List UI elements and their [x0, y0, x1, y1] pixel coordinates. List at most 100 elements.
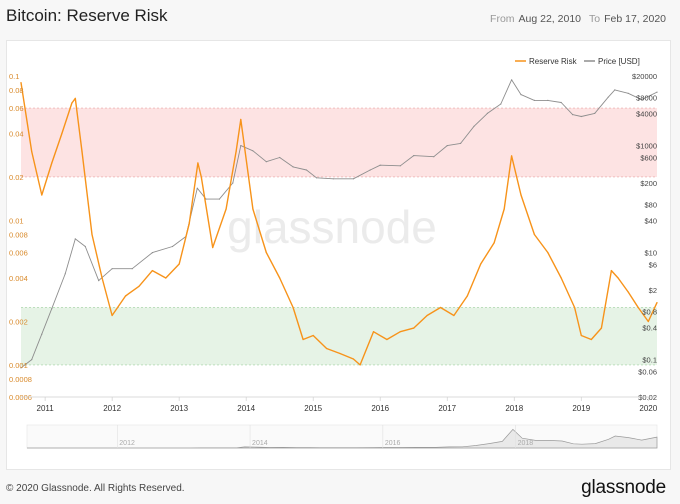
data-point — [315, 177, 318, 179]
data-point — [352, 358, 354, 360]
x-tick-label: 2014 — [237, 404, 255, 413]
x-tick-label: 2013 — [170, 404, 188, 413]
data-point — [520, 94, 522, 96]
glassnode-logo[interactable]: glassnode — [581, 477, 666, 498]
data-point — [656, 91, 658, 93]
data-point — [197, 162, 199, 164]
right-tick-label: $600 — [640, 153, 657, 162]
from-date[interactable]: Aug 22, 2010 — [518, 13, 582, 25]
data-point — [439, 306, 442, 309]
data-point — [610, 270, 613, 272]
data-point — [547, 251, 549, 254]
left-tick-label: 0.1 — [9, 72, 19, 81]
right-tick-label: $4000 — [636, 109, 657, 118]
data-point — [352, 178, 354, 180]
data-point — [560, 101, 562, 104]
x-tick-label: 2018 — [505, 404, 523, 413]
data-point — [165, 277, 167, 279]
data-point — [326, 347, 328, 350]
data-point — [71, 102, 73, 104]
left-tick-label: 0.06 — [9, 104, 24, 113]
data-point — [647, 320, 649, 323]
x-axis: 2011 2012 2013 2014 2015 2016 2017 2018 2019 2020 — [21, 396, 658, 413]
data-point — [212, 246, 214, 249]
to-date[interactable]: Feb 17, 2020 — [604, 13, 666, 25]
data-point — [232, 182, 234, 184]
data-point — [580, 115, 582, 118]
data-point — [74, 238, 76, 240]
data-point — [500, 103, 502, 105]
data-point — [466, 295, 468, 297]
x-tick-label: 2015 — [304, 404, 322, 413]
right-tick-label: $1000 — [636, 142, 657, 151]
data-point — [252, 208, 254, 210]
left-tick-label: 0.008 — [9, 230, 28, 239]
right-tick-label: $0.06 — [638, 367, 657, 376]
left-tick-label: 0.02 — [9, 173, 24, 182]
data-point — [131, 268, 133, 270]
data-point — [433, 156, 435, 158]
right-tick-label: $0.8 — [642, 307, 657, 316]
data-point — [101, 277, 103, 279]
left-tick-label: 0.01 — [9, 216, 24, 225]
data-point — [279, 156, 281, 159]
right-tick-label: $0.1 — [642, 356, 657, 365]
left-tick-label: 0.08 — [9, 86, 24, 95]
right-tick-label: $2 — [649, 286, 657, 295]
x-tick-label: 2019 — [572, 404, 590, 413]
x-tick-label: 2012 — [103, 404, 121, 413]
left-tick-label: 0.004 — [9, 274, 28, 283]
copyright: © 2020 Glassnode. All Rights Reserved. — [6, 483, 185, 494]
watermark: glassnode — [227, 201, 437, 253]
data-point — [637, 306, 639, 309]
legend[interactable]: Reserve Risk Price [USD] — [515, 57, 640, 66]
band-high — [21, 108, 657, 177]
data-point — [240, 145, 242, 147]
left-tick-label: 0.0006 — [9, 393, 32, 402]
x-tick-label: 2016 — [371, 404, 389, 413]
data-point — [111, 268, 113, 270]
data-point — [572, 114, 574, 116]
data-point — [600, 327, 603, 329]
navigator[interactable]: 2012 2014 2016 2018 — [26, 424, 658, 449]
right-tick-label: $8000 — [636, 93, 657, 102]
chart-title: Bitcoin: Reserve Risk — [6, 6, 168, 25]
data-point — [413, 155, 415, 157]
from-label: From — [490, 13, 515, 25]
reserve-risk-layer — [20, 82, 658, 366]
navigator-tick-label: 2016 — [385, 440, 401, 447]
data-point — [386, 338, 388, 341]
data-point — [235, 150, 237, 153]
data-point — [339, 352, 341, 355]
to-label: To — [589, 13, 601, 25]
data-point — [493, 242, 495, 244]
x-tick-label: 2011 — [37, 404, 55, 413]
data-point — [138, 285, 140, 287]
data-point — [81, 150, 83, 153]
legend-label-reserve-risk[interactable]: Reserve Risk — [529, 57, 578, 66]
data-point — [188, 223, 190, 225]
data-point — [41, 333, 43, 335]
legend-label-price[interactable]: Price [USD] — [598, 57, 640, 66]
right-tick-label: $6 — [649, 260, 657, 269]
data-point — [20, 367, 22, 369]
data-point — [51, 162, 53, 164]
data-point — [480, 263, 482, 265]
data-point — [252, 150, 254, 152]
data-point — [399, 165, 401, 167]
data-point — [151, 270, 153, 272]
data-point — [178, 263, 180, 265]
data-point — [369, 169, 371, 171]
price-layer — [20, 79, 658, 369]
x-tick-label: 2020 — [639, 404, 657, 413]
left-tick-label: 0.04 — [9, 129, 24, 138]
data-point — [265, 251, 267, 254]
data-point — [74, 97, 76, 99]
band-low — [21, 307, 657, 365]
right-tick-label: $20000 — [632, 72, 657, 81]
data-point — [533, 99, 536, 101]
data-point — [641, 99, 643, 101]
data-point — [426, 314, 428, 317]
left-tick-label: 0.0008 — [9, 375, 32, 384]
data-point — [91, 233, 93, 236]
